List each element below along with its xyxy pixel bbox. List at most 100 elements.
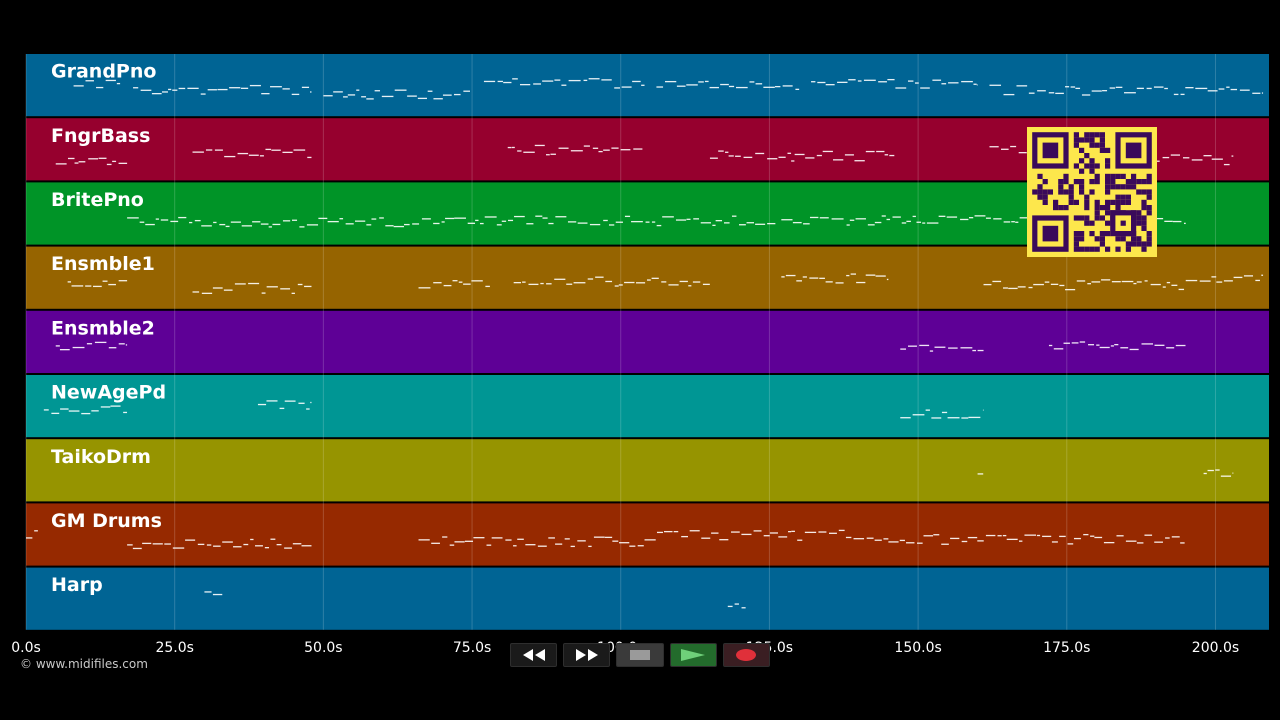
note <box>796 280 802 282</box>
note <box>496 224 502 226</box>
note <box>318 217 328 220</box>
note <box>629 545 636 547</box>
note <box>1019 540 1023 542</box>
note-segment <box>43 405 128 415</box>
note <box>982 409 984 411</box>
note <box>127 217 139 219</box>
note <box>453 93 461 96</box>
note <box>548 222 554 225</box>
note <box>517 538 524 540</box>
note <box>718 150 724 152</box>
note <box>818 531 827 533</box>
note <box>1048 344 1053 347</box>
note <box>912 414 925 416</box>
note <box>785 274 796 277</box>
note <box>523 151 535 153</box>
note <box>844 154 854 156</box>
stop-button[interactable] <box>616 643 664 667</box>
note <box>668 284 679 286</box>
note <box>1154 541 1163 543</box>
note <box>804 531 817 534</box>
note <box>540 282 544 285</box>
note <box>85 285 92 287</box>
note <box>140 89 152 91</box>
note <box>794 153 805 156</box>
note <box>1055 92 1064 95</box>
note <box>595 276 604 278</box>
note <box>1261 92 1264 94</box>
note <box>512 78 518 80</box>
note <box>1065 86 1070 88</box>
note <box>323 95 333 97</box>
note <box>379 217 384 219</box>
note <box>168 88 172 91</box>
note <box>561 84 567 86</box>
note <box>68 410 80 412</box>
note <box>1164 220 1173 222</box>
note <box>282 220 291 222</box>
note <box>715 220 723 222</box>
note <box>874 221 882 224</box>
note <box>644 539 656 541</box>
note <box>1141 343 1154 345</box>
note <box>709 86 719 89</box>
note <box>197 543 205 546</box>
note <box>1090 535 1095 537</box>
note <box>838 529 845 532</box>
note <box>301 86 310 89</box>
note <box>985 534 996 537</box>
note <box>514 215 525 218</box>
time-tick-label: 175.0s <box>1043 640 1090 656</box>
note <box>1111 281 1121 283</box>
note-segment <box>983 279 1185 291</box>
note <box>55 163 67 165</box>
note <box>983 283 992 286</box>
note <box>1261 274 1264 276</box>
note <box>1218 88 1225 90</box>
note <box>1017 286 1026 288</box>
track-label: NewAgePd <box>51 382 166 404</box>
note <box>299 226 305 228</box>
note <box>142 542 152 545</box>
note <box>301 545 312 547</box>
note <box>1164 87 1168 90</box>
note <box>1121 280 1134 283</box>
note <box>1067 543 1074 545</box>
track-label: Ensmble2 <box>51 317 155 339</box>
note <box>233 546 242 548</box>
note <box>1233 276 1243 279</box>
note <box>567 221 577 223</box>
note <box>1207 469 1214 472</box>
rewind-button[interactable] <box>510 643 558 667</box>
note <box>151 92 162 95</box>
fast-forward-button[interactable] <box>563 643 611 667</box>
note <box>259 155 264 157</box>
note <box>240 87 249 89</box>
note <box>201 292 213 294</box>
note <box>371 218 377 220</box>
note <box>1183 222 1186 225</box>
note <box>663 530 673 533</box>
note <box>719 539 729 541</box>
rewind-icon <box>522 649 545 661</box>
note <box>968 217 974 219</box>
record-button[interactable] <box>722 643 771 667</box>
note <box>977 473 984 475</box>
note <box>863 79 876 81</box>
note <box>778 156 786 158</box>
time-gridlines <box>25 54 1216 630</box>
note <box>912 215 916 218</box>
note <box>753 530 762 532</box>
fast-forward-icon <box>575 649 598 661</box>
note-segment <box>67 280 128 288</box>
note <box>692 281 701 283</box>
note <box>71 285 84 287</box>
note <box>55 345 60 347</box>
note <box>1180 93 1185 96</box>
note <box>1124 92 1136 94</box>
note <box>568 79 581 82</box>
note <box>1203 155 1212 157</box>
note <box>73 85 84 87</box>
note <box>878 81 887 83</box>
play-button[interactable] <box>669 643 717 667</box>
